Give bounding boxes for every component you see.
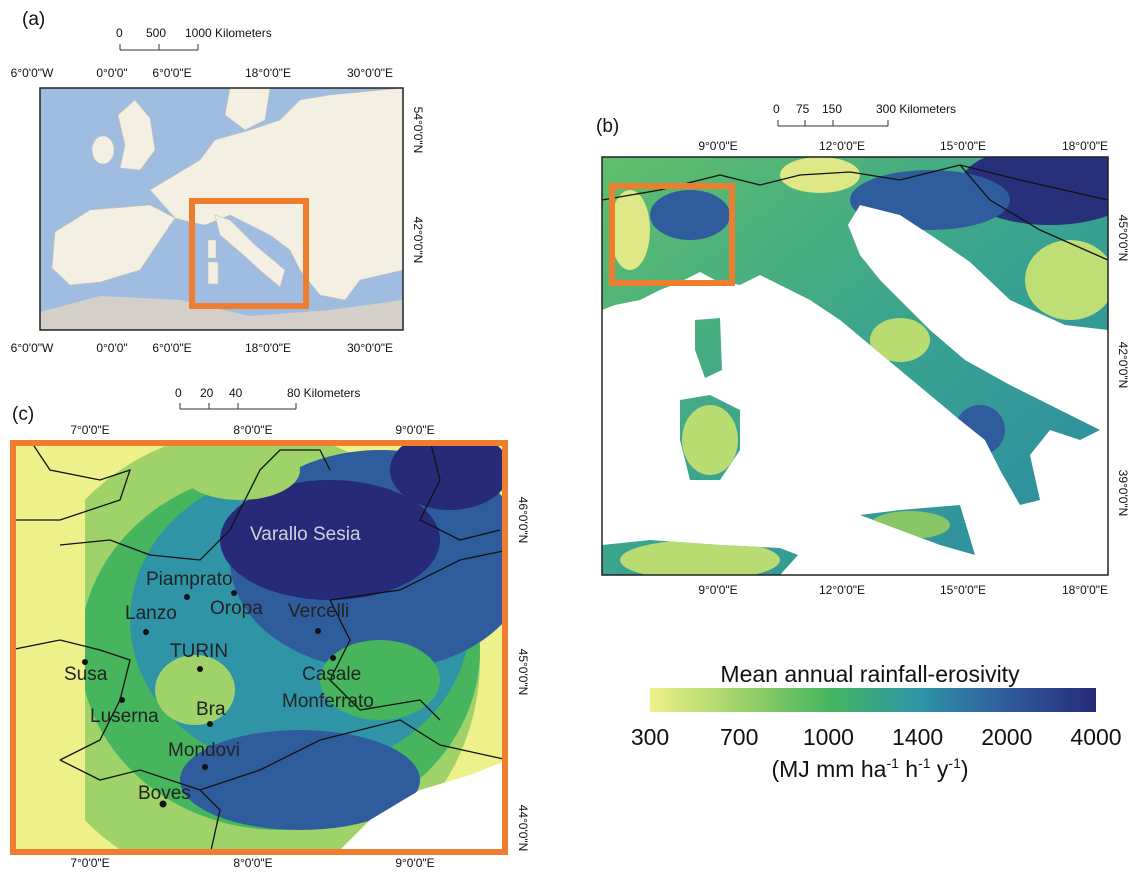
color-bar	[650, 688, 1096, 712]
lon-label: 6°0'0"E	[152, 66, 191, 80]
lon-label: 18°0'0"E	[1062, 583, 1108, 597]
scale-label: 500	[146, 26, 166, 40]
lat-label: 42°0'0"N	[411, 217, 425, 264]
panel-b: (b) 0 75 150 300 Kilometers 9°0'0"E 12°0…	[596, 102, 1137, 597]
erosivity-map	[602, 145, 1137, 580]
panel-c: (c) 0 20 40 80 Kilometers	[10, 386, 530, 871]
lon-label: 15°0'0"E	[940, 583, 986, 597]
legend-tick-label: 4000	[1070, 724, 1121, 750]
scale-label: 0	[175, 386, 182, 400]
city-label: Oropa	[210, 598, 263, 619]
scale-label: 40	[229, 386, 243, 400]
scale-label: 300 Kilometers	[876, 102, 956, 116]
city-label: Boves	[138, 783, 191, 804]
figure: (a) 0 500 1000 Kilometers 6°0'0"W 0°0'0"…	[0, 0, 1137, 871]
unit-part: (MJ mm ha	[771, 756, 886, 782]
unit-part: h	[899, 756, 918, 782]
city-label: Vercelli	[288, 601, 349, 622]
lon-label: 7°0'0"E	[70, 856, 109, 870]
lat-label: 46°0'0"N	[516, 497, 530, 544]
lon-label: 15°0'0"E	[940, 139, 986, 153]
lat-label: 39°0'0"N	[1116, 470, 1130, 517]
unit-part: )	[961, 756, 969, 782]
scale-label: 80 Kilometers	[287, 386, 360, 400]
city-label: TURIN	[170, 641, 228, 662]
erosivity-map	[10, 430, 530, 871]
lon-label: 9°0'0"E	[395, 856, 434, 870]
lon-label: 8°0'0"E	[233, 856, 272, 870]
legend: Mean annual rainfall-erosivity (MJ mm ha…	[631, 661, 1122, 782]
city-label: Varallo Sesia	[250, 524, 361, 545]
lon-label: 18°0'0"E	[245, 341, 291, 355]
lon-label: 8°0'0"E	[233, 423, 272, 437]
legend-tick-label: 300	[631, 724, 669, 750]
lon-label: 9°0'0"E	[698, 139, 737, 153]
city-label: Casale	[302, 664, 361, 685]
lat-label: 44°0'0"N	[516, 805, 530, 852]
scale-label: 1000 Kilometers	[185, 26, 272, 40]
legend-tick-label: 1400	[892, 724, 943, 750]
city-label: Susa	[64, 664, 108, 685]
lon-label: 6°0'0"W	[11, 341, 54, 355]
lat-label: 45°0'0"N	[1116, 215, 1130, 262]
lon-label: 6°0'0"W	[11, 66, 54, 80]
scale-label: 0	[116, 26, 123, 40]
legend-title: Mean annual rainfall-erosivity	[720, 661, 1020, 687]
lon-label: 12°0'0"E	[819, 583, 865, 597]
lon-label: 18°0'0"E	[1062, 139, 1108, 153]
scale-label: 20	[200, 386, 214, 400]
city-label: Piamprato	[146, 569, 233, 590]
lon-label: 9°0'0"E	[395, 423, 434, 437]
legend-tick-label: 700	[720, 724, 758, 750]
legend-tick-label: 1000	[803, 724, 854, 750]
lon-label: 30°0'0"E	[347, 66, 393, 80]
lon-label: 0°0'0"	[96, 66, 127, 80]
city-label: Monferrato	[282, 691, 374, 712]
lon-label: 12°0'0"E	[819, 139, 865, 153]
scale-label: 75	[796, 102, 810, 116]
city-label: Bra	[196, 699, 226, 720]
unit-exp: -1	[948, 755, 961, 771]
unit-exp: -1	[918, 755, 931, 771]
panel-label: (c)	[12, 404, 34, 425]
lon-label: 9°0'0"E	[698, 583, 737, 597]
scale-label: 150	[822, 102, 842, 116]
panel-label: (b)	[596, 116, 619, 137]
lat-label: 42°0'0"N	[1116, 342, 1130, 389]
unit-part: y	[931, 756, 949, 782]
legend-tick-label: 2000	[981, 724, 1032, 750]
city-label: Lanzo	[125, 603, 177, 624]
lat-label: 45°0'0"N	[516, 649, 530, 696]
lat-label: 54°0'0"N	[411, 107, 425, 154]
panel-label: (a)	[22, 9, 45, 30]
lon-label: 30°0'0"E	[347, 341, 393, 355]
lon-label: 18°0'0"E	[245, 66, 291, 80]
panel-a: (a) 0 500 1000 Kilometers 6°0'0"W 0°0'0"…	[11, 9, 425, 355]
city-label: Luserna	[90, 706, 159, 727]
lon-label: 7°0'0"E	[70, 423, 109, 437]
city-label: Mondovi	[168, 740, 240, 761]
lon-label: 6°0'0"E	[152, 341, 191, 355]
unit-exp: -1	[886, 755, 899, 771]
legend-units: (MJ mm ha-1 h-1 y-1)	[771, 755, 968, 782]
scale-label: 0	[773, 102, 780, 116]
lon-label: 0°0'0"	[96, 341, 127, 355]
